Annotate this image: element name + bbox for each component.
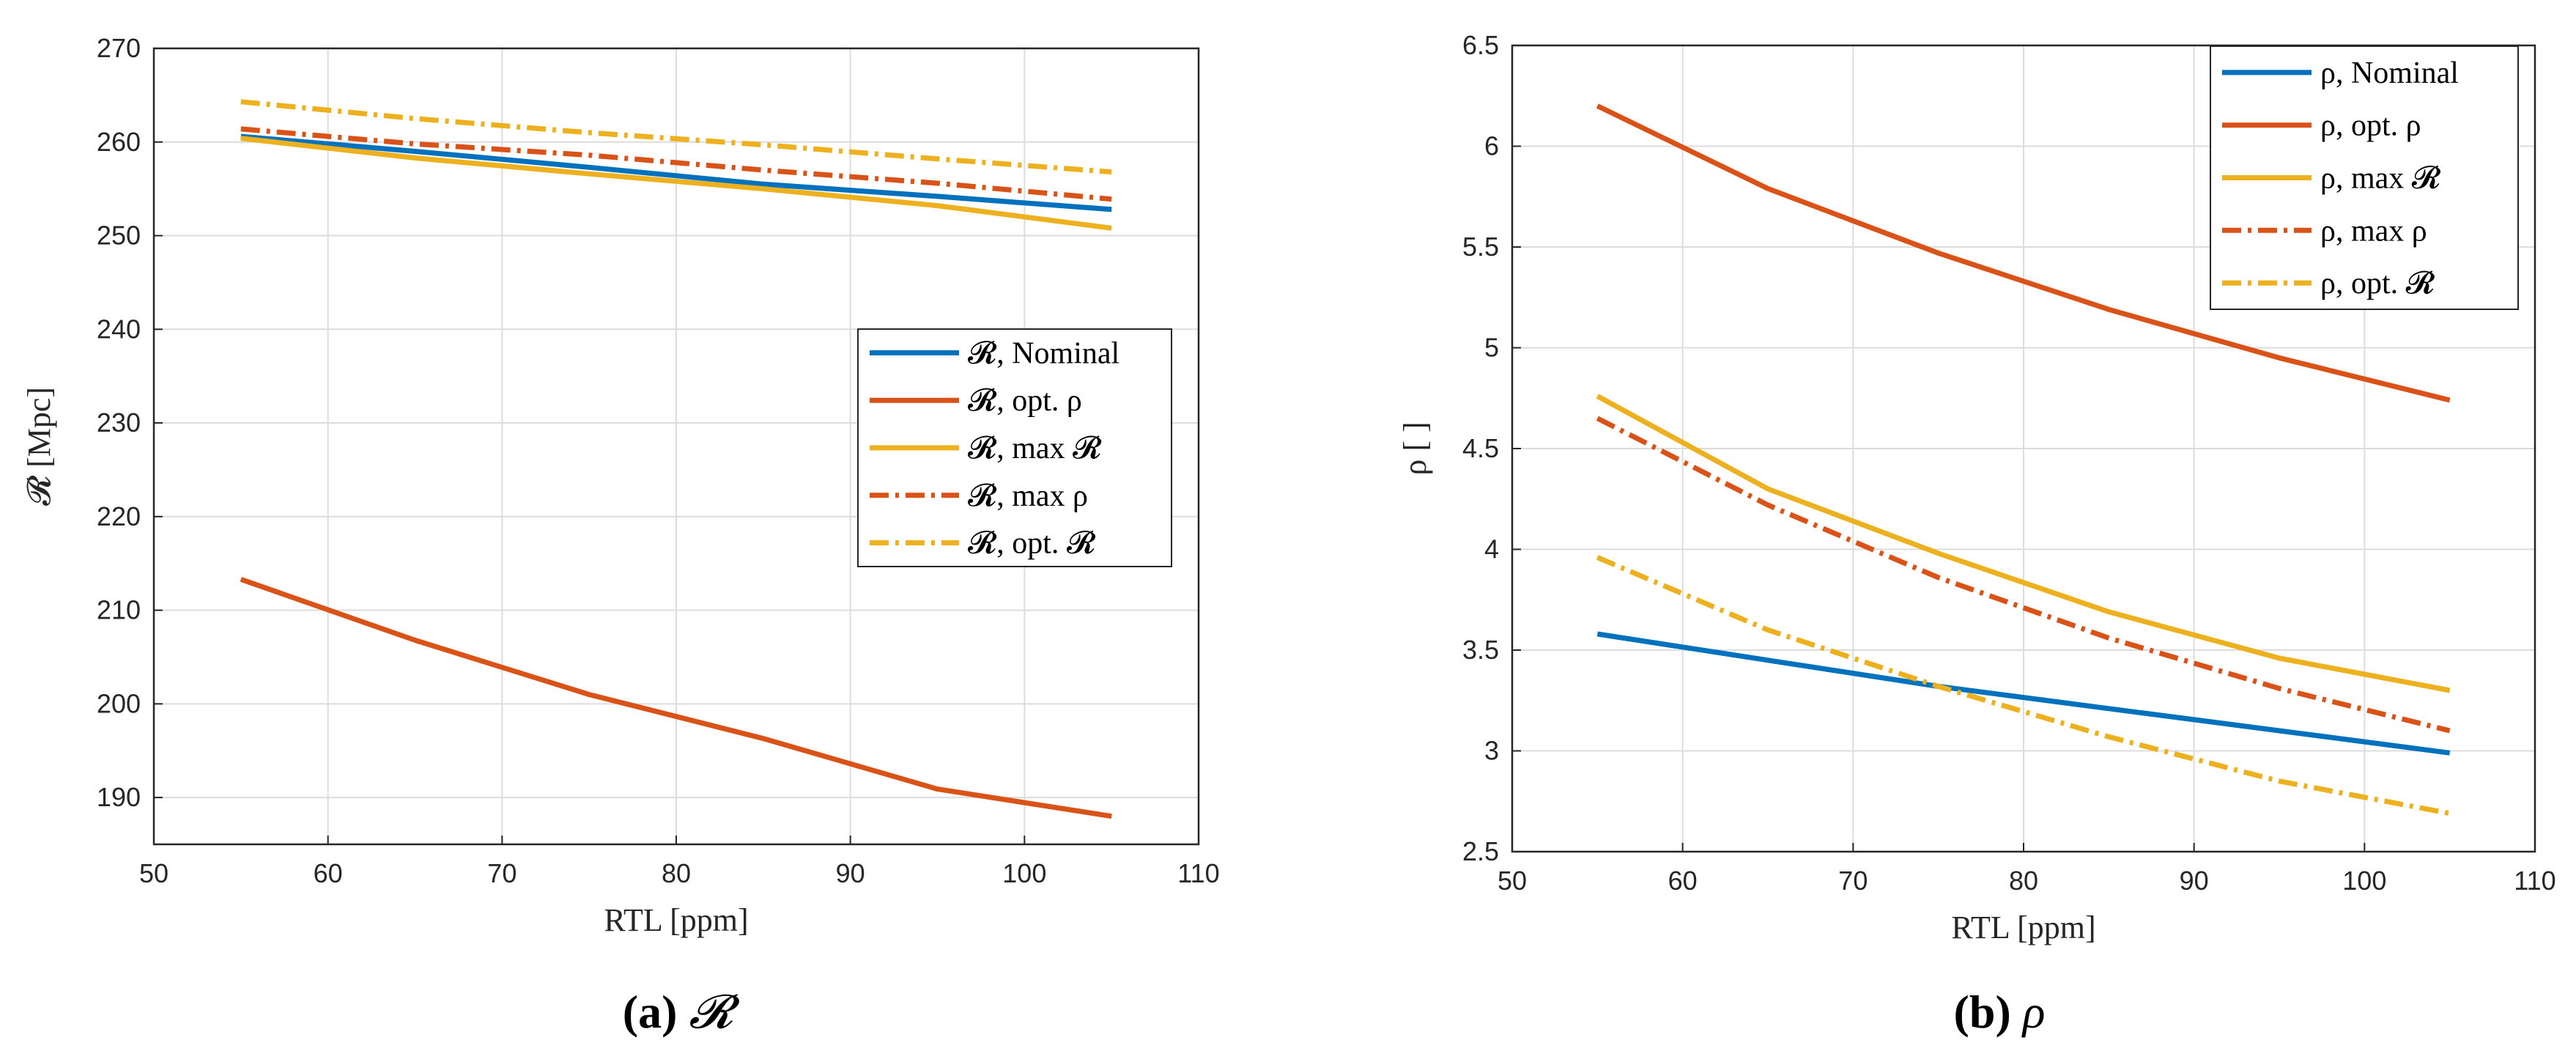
x-tick-label: 110 [2514,866,2555,896]
legend-label-5: 𝓡, opt. 𝓡 [968,527,1096,561]
series-line-3 [240,136,1112,231]
y-tick-label: 270 [97,33,141,63]
panel-a-radius-chart: 50 60 70 80 90 100 110 190 200 210 220 230 240 250 260… [21,33,1220,938]
series-line-2 [240,577,1112,819]
x-tick-label: 70 [1838,866,1868,896]
legend-label-1: 𝓡, Nominal [968,336,1119,370]
axes-box [1511,44,2536,853]
caption-b: (b) ρ [1954,986,2046,1038]
y-tick-label: 190 [97,782,141,812]
y-tick-label: 230 [97,408,141,438]
x-axis-label: RTL [ppm] [604,902,748,938]
series-line-5 [240,99,1112,175]
caption-b-symbol: ρ [2021,986,2046,1038]
legend-label-4: ρ, max ρ [2320,214,2427,248]
x-tick-label: 60 [1668,866,1698,896]
x-tick-label: 60 [314,858,343,888]
x-tick-label: 50 [1498,866,1527,896]
x-tick-label: 50 [139,858,169,888]
axes-box [152,47,1200,846]
y-tick-label: 200 [97,688,141,718]
y-tick-label: 6.5 [1462,30,1499,60]
series-line-4 [240,126,1112,202]
x-axis-label: RTL [ppm] [1951,910,2095,945]
y-tick-label: 5.5 [1462,232,1499,262]
caption-a: (a) 𝓡 [623,986,741,1038]
x-tick-label: 90 [2180,866,2209,896]
y-tick-label: 6 [1484,131,1499,161]
legend-label-5: ρ, opt. 𝓡 [2320,267,2435,300]
x-tick-label: 100 [2342,866,2386,896]
y-tick-label: 260 [97,127,141,157]
legend-label-3: ρ, max 𝓡 [2320,162,2441,196]
y-tick-label: 250 [97,221,141,251]
y-axis-label: ρ [ ] [1397,421,1433,475]
y-tick-label: 4.5 [1462,433,1499,463]
legend: 𝓡, Nominal 𝓡, opt. ρ 𝓡, max 𝓡 𝓡, max ρ 𝓡, op… [857,328,1172,567]
y-tick-label: 5 [1484,333,1499,363]
y-tick-label: 210 [97,595,141,625]
caption-a-tag: (a) [623,986,678,1038]
legend-label-1: ρ, Nominal [2320,56,2459,90]
y-tick-label: 240 [97,314,141,344]
series-line-1 [1596,631,2451,756]
x-tick-label: 90 [836,858,865,888]
x-tick-label: 110 [1177,858,1219,888]
y-tick-label: 2.5 [1462,836,1499,866]
y-tick-label: 3 [1484,736,1499,766]
y-axis-label: 𝓡 [Mpc] [21,387,57,506]
x-tick-label: 80 [662,858,691,888]
series-line-1 [240,133,1112,213]
y-tick-label: 4 [1484,534,1499,564]
y-tick-label: 3.5 [1462,635,1499,665]
series-line-5 [1596,555,2451,816]
y-tick-label: 220 [97,501,141,531]
series-line-4 [1596,416,2451,734]
legend-label-4: 𝓡, max ρ [968,479,1088,513]
legend-label-2: ρ, opt. ρ [2320,109,2421,143]
caption-a-symbol: 𝓡 [689,986,740,1038]
series-line-3 [1596,394,2451,693]
legend-label-3: 𝓡, max 𝓡 [968,432,1102,465]
legend: ρ, Nominal ρ, opt. ρ ρ, max 𝓡 ρ, max ρ ρ, op… [2210,45,2519,310]
x-tick-label: 80 [2009,866,2038,896]
x-tick-label: 100 [1002,858,1046,888]
series-line-2 [1596,103,2451,403]
panel-b-snr-chart: 50 60 70 80 90 100 110 2.5 3 3.5 4 4.5 5 5.5 6 6.5 RTL [… [1397,30,2556,945]
x-tick-label: 70 [487,858,517,888]
caption-b-tag: (b) [1954,986,2011,1038]
legend-label-2: 𝓡, opt. ρ [968,384,1082,418]
